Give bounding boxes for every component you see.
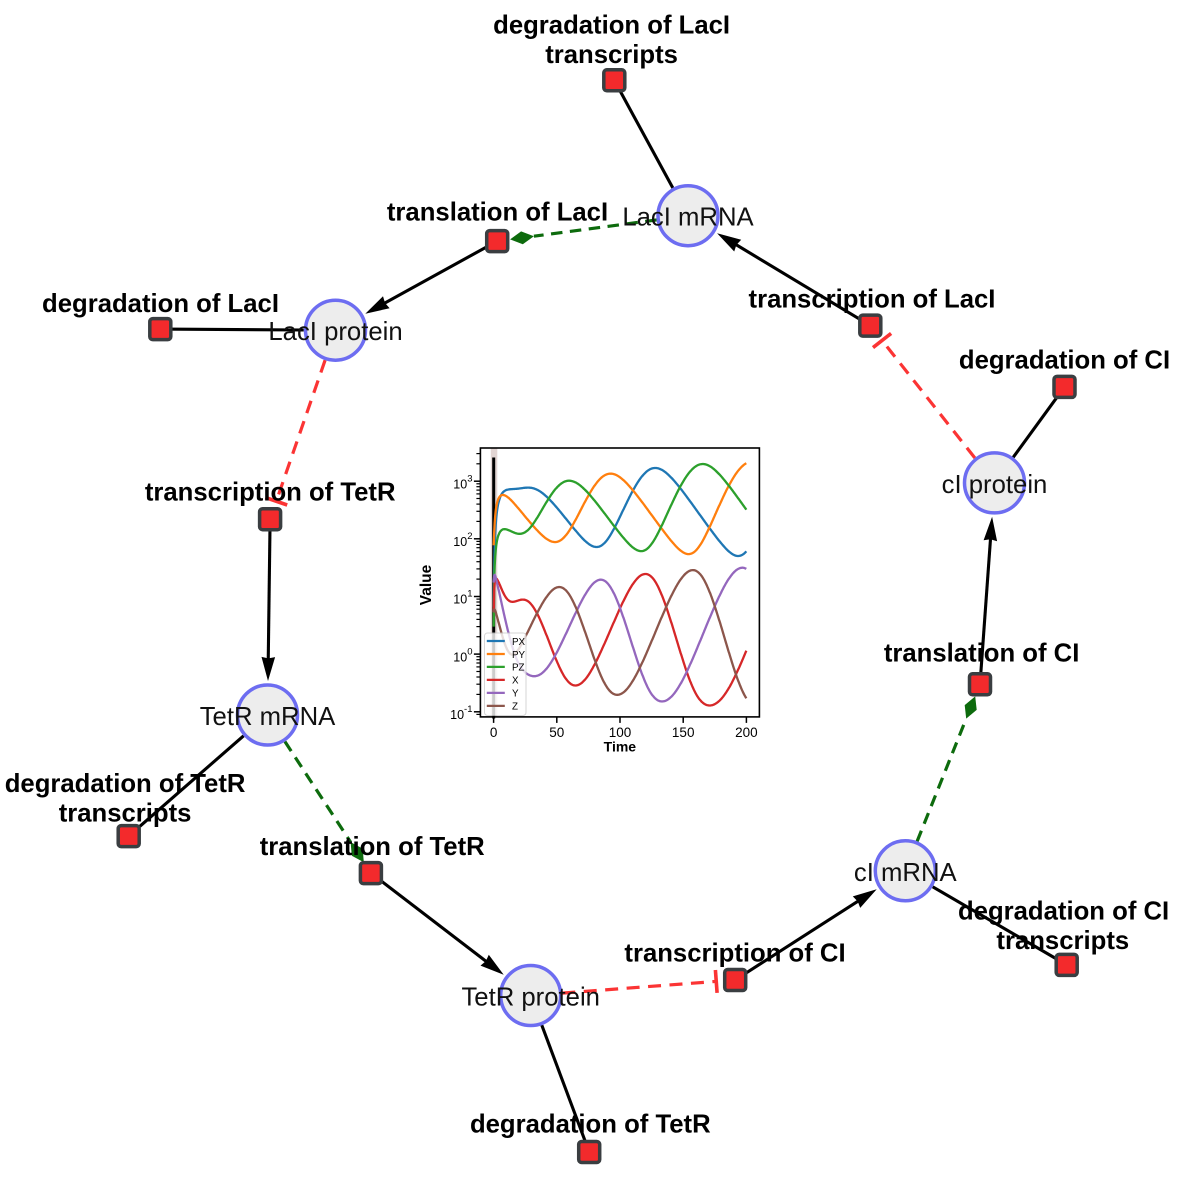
svg-text:LacI mRNA: LacI mRNA [622, 204, 754, 232]
svg-text:translation of TetR: translation of TetR [260, 833, 485, 861]
svg-text:translation of CI: translation of CI [884, 640, 1080, 668]
svg-text:LacI protein: LacI protein [268, 318, 402, 346]
svg-text:degradation of TetR: degradation of TetR [5, 770, 246, 798]
svg-text:Time: Time [604, 739, 637, 755]
svg-text:150: 150 [672, 725, 695, 740]
svg-text:transcripts: transcripts [59, 799, 192, 827]
svg-text:PX: PX [512, 637, 526, 648]
svg-text:TetR mRNA: TetR mRNA [200, 703, 336, 731]
svg-text:200: 200 [735, 725, 758, 740]
svg-text:transcription of TetR: transcription of TetR [145, 478, 396, 506]
svg-text:transcription of LacI: transcription of LacI [749, 285, 996, 313]
svg-text:transcripts: transcripts [996, 927, 1129, 955]
svg-text:Value: Value [418, 564, 435, 605]
svg-text:10-1: 10-1 [450, 704, 472, 722]
svg-text:103: 103 [453, 473, 472, 491]
svg-text:degradation of TetR: degradation of TetR [470, 1111, 711, 1139]
svg-text:degradation of LacI: degradation of LacI [42, 290, 279, 318]
svg-text:100: 100 [609, 725, 632, 740]
svg-text:100: 100 [453, 646, 472, 664]
svg-text:Z: Z [512, 702, 518, 713]
svg-text:101: 101 [453, 589, 472, 607]
svg-text:50: 50 [549, 725, 564, 740]
svg-text:transcription of CI: transcription of CI [624, 940, 845, 968]
svg-text:PY: PY [512, 650, 526, 661]
svg-text:PZ: PZ [512, 663, 525, 674]
svg-text:X: X [512, 676, 519, 687]
svg-text:cI protein: cI protein [942, 471, 1048, 499]
svg-text:degradation of CI: degradation of CI [959, 346, 1170, 374]
svg-text:translation of LacI: translation of LacI [387, 199, 608, 227]
svg-text:102: 102 [453, 531, 472, 549]
svg-text:degradation of LacI: degradation of LacI [493, 12, 730, 40]
svg-text:degradation of CI: degradation of CI [958, 897, 1169, 925]
svg-text:Y: Y [512, 689, 519, 700]
svg-text:TetR protein: TetR protein [461, 984, 600, 1012]
svg-text:0: 0 [490, 725, 498, 740]
svg-text:cI mRNA: cI mRNA [854, 859, 958, 887]
svg-text:transcripts: transcripts [545, 41, 678, 69]
